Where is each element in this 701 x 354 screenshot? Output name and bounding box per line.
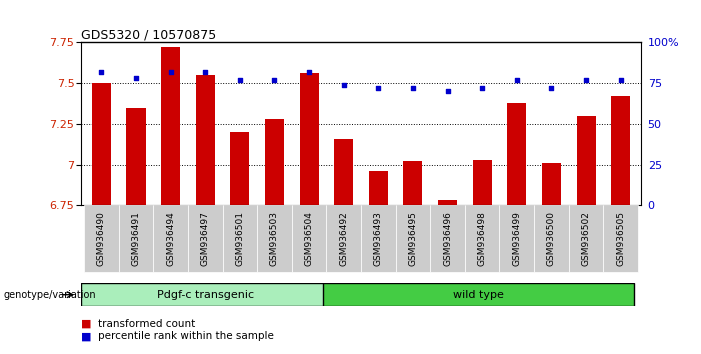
Bar [257, 205, 292, 272]
Bar [81, 283, 323, 306]
Bar [292, 205, 327, 272]
Bar [118, 205, 154, 272]
Bar [472, 160, 491, 205]
Bar [430, 205, 465, 272]
Text: percentile rank within the sample: percentile rank within the sample [98, 331, 274, 341]
Bar [542, 163, 561, 205]
Text: GSM936497: GSM936497 [200, 211, 210, 266]
Text: GSM936490: GSM936490 [97, 211, 106, 266]
Bar [334, 138, 353, 205]
Bar [126, 108, 146, 205]
Bar [508, 103, 526, 205]
Point [373, 85, 384, 91]
Bar [222, 205, 257, 272]
Text: GSM936491: GSM936491 [132, 211, 140, 266]
Text: genotype/variation: genotype/variation [4, 290, 96, 300]
Text: Pdgf-c transgenic: Pdgf-c transgenic [157, 290, 254, 300]
Bar [576, 116, 596, 205]
Point [615, 77, 626, 83]
Text: GSM936493: GSM936493 [374, 211, 383, 266]
Point [407, 85, 418, 91]
Bar [84, 205, 118, 272]
Text: transformed count: transformed count [98, 319, 196, 329]
Text: GSM936492: GSM936492 [339, 211, 348, 266]
Bar [299, 73, 319, 205]
Point [200, 69, 211, 75]
Text: GSM936495: GSM936495 [409, 211, 417, 266]
Bar [500, 205, 534, 272]
Bar [231, 132, 250, 205]
Text: GDS5320 / 10570875: GDS5320 / 10570875 [81, 28, 216, 41]
Point [477, 85, 488, 91]
Text: GSM936498: GSM936498 [477, 211, 486, 266]
Point [130, 75, 142, 81]
Text: GSM936494: GSM936494 [166, 211, 175, 266]
Text: GSM936501: GSM936501 [236, 211, 245, 266]
Bar [188, 205, 222, 272]
Point [304, 69, 315, 75]
Bar [438, 200, 457, 205]
Point [165, 69, 176, 75]
Bar [465, 205, 500, 272]
Text: ■: ■ [81, 319, 91, 329]
Bar [361, 205, 395, 272]
Bar [534, 205, 569, 272]
Text: GSM936503: GSM936503 [270, 211, 279, 266]
Point [442, 88, 453, 94]
Text: GSM936496: GSM936496 [443, 211, 452, 266]
Bar [323, 283, 634, 306]
Text: GSM936505: GSM936505 [616, 211, 625, 266]
Point [269, 77, 280, 83]
Point [96, 69, 107, 75]
Text: GSM936504: GSM936504 [305, 211, 313, 266]
Point [546, 85, 557, 91]
Text: GSM936502: GSM936502 [582, 211, 590, 266]
Bar [327, 205, 361, 272]
Bar [403, 161, 423, 205]
Bar [265, 119, 284, 205]
Text: GSM936499: GSM936499 [512, 211, 522, 266]
Bar [161, 47, 180, 205]
Text: wild type: wild type [454, 290, 504, 300]
Bar [569, 205, 604, 272]
Bar [611, 96, 630, 205]
Bar [196, 75, 215, 205]
Point [338, 82, 349, 88]
Bar [92, 83, 111, 205]
Text: ■: ■ [81, 331, 91, 341]
Point [580, 77, 592, 83]
Text: GSM936500: GSM936500 [547, 211, 556, 266]
Bar [154, 205, 188, 272]
Point [511, 77, 522, 83]
Bar [604, 205, 638, 272]
Bar [369, 171, 388, 205]
Point [234, 77, 245, 83]
Bar [395, 205, 430, 272]
